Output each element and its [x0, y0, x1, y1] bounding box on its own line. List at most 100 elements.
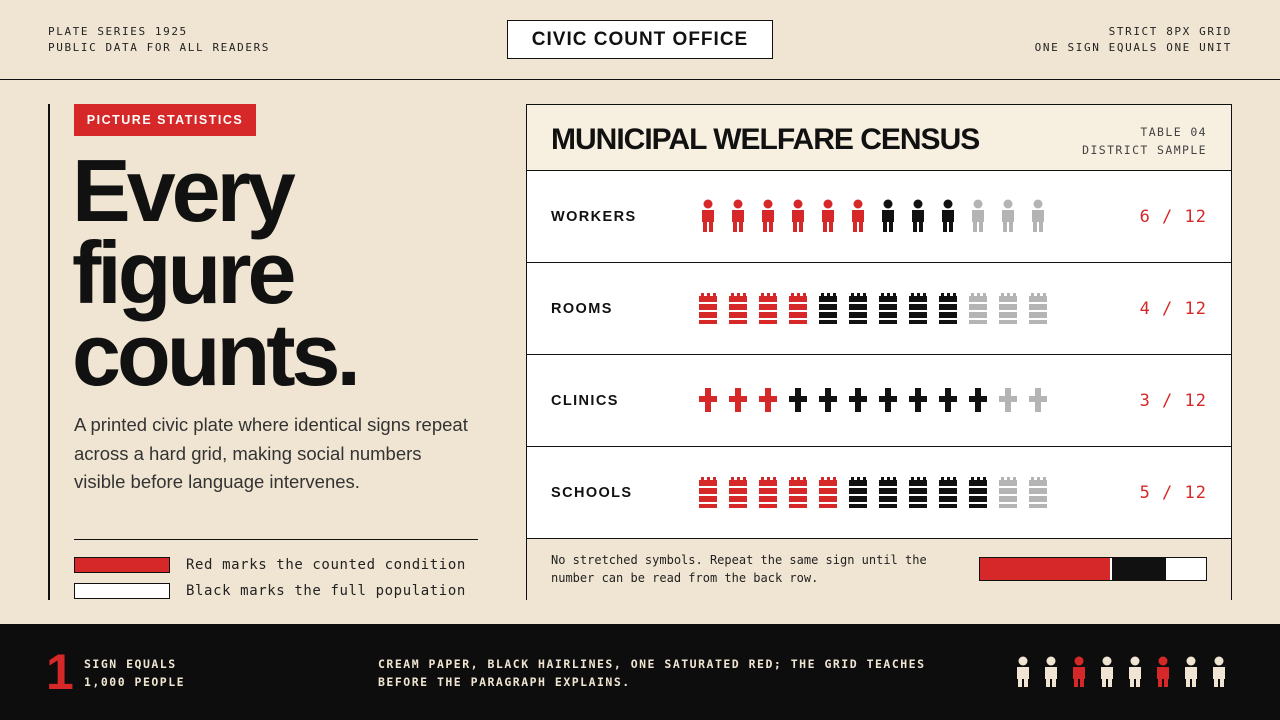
sign-part [879, 312, 897, 318]
sign-part [859, 221, 863, 232]
sign-part [1029, 496, 1047, 502]
sign-part [733, 221, 737, 232]
sign-part [887, 477, 890, 481]
sign-part [999, 496, 1017, 502]
sign [819, 477, 837, 508]
sign-part [969, 296, 987, 302]
sign-part [939, 320, 957, 324]
sign-part [973, 199, 983, 209]
sign-part [879, 504, 897, 508]
sign [822, 199, 834, 232]
sign-part [729, 504, 747, 508]
sign-part [909, 488, 927, 494]
sign [1029, 293, 1047, 324]
sign-part [1029, 304, 1047, 310]
table-footer: No stretched symbols. Repeat the same si… [527, 539, 1231, 600]
sign-part [1007, 293, 1010, 297]
sign-part [793, 221, 797, 232]
sign-part [923, 477, 926, 481]
sign [999, 477, 1017, 508]
sign [729, 293, 747, 324]
sign-part [702, 210, 714, 222]
sign-part [969, 480, 987, 486]
sign-part [881, 477, 884, 481]
sign-part [763, 221, 767, 232]
sign-part [909, 296, 927, 302]
sign [909, 388, 927, 412]
sign-part [729, 312, 747, 318]
sign-part [819, 504, 837, 508]
sign-part [1001, 477, 1004, 481]
sign [1032, 199, 1044, 232]
sign-part [969, 496, 987, 502]
sign [699, 388, 717, 412]
sign-part [713, 477, 716, 481]
sign [759, 477, 777, 508]
sign-part [791, 293, 794, 297]
sign-part [699, 320, 717, 324]
row-value: 5 / 12 [1139, 483, 1207, 503]
sign-part [912, 210, 924, 222]
sign [789, 388, 807, 412]
sign-part [913, 221, 917, 232]
sign-part [729, 480, 747, 486]
sign-part [759, 504, 777, 508]
sign-part [1037, 477, 1040, 481]
sign-part [977, 293, 980, 297]
sign-part [829, 221, 833, 232]
sign-part [953, 293, 956, 297]
sign-part [803, 293, 806, 297]
sign-part [999, 480, 1017, 486]
sign [792, 199, 804, 232]
sign-part [821, 477, 824, 481]
sign-part [943, 221, 947, 232]
sign-part [773, 477, 776, 481]
sign [939, 388, 957, 412]
sign [1029, 388, 1047, 412]
sign-part [759, 312, 777, 318]
sign-part [707, 477, 710, 481]
sign-part [799, 221, 803, 232]
sign-part [759, 320, 777, 324]
sign-part [821, 293, 824, 297]
legend-text: Red marks the counted condition [186, 557, 466, 573]
sign-part [879, 320, 897, 324]
sign-part [849, 504, 867, 508]
sign-part [849, 396, 867, 402]
sign-part [969, 320, 987, 324]
sign-row [699, 388, 1047, 412]
sign-part [797, 293, 800, 297]
tag: PICTURE STATISTICS [74, 104, 256, 136]
sign [762, 199, 774, 232]
sign-part [999, 320, 1017, 324]
sign-part [887, 293, 890, 297]
sign-part [941, 477, 944, 481]
sign [879, 477, 897, 508]
sign-part [909, 320, 927, 324]
sign-part [917, 477, 920, 481]
sign-part [939, 296, 957, 302]
sign-part [699, 396, 717, 402]
sign-part [1037, 293, 1040, 297]
sign-part [939, 496, 957, 502]
bar-segment [1112, 558, 1166, 580]
paragraph: A printed civic plate where identical si… [74, 414, 468, 492]
footer-number: 1 [46, 644, 74, 700]
footer-caption: CREAM PAPER, BLACK HAIRLINES, ONE SATURA… [378, 655, 926, 691]
sign-part [999, 396, 1017, 402]
sign-part [939, 480, 957, 486]
sign-part [699, 480, 717, 486]
site-title: CIVIC COUNT OFFICE [507, 20, 773, 59]
sign-part [699, 312, 717, 318]
row-value: 3 / 12 [1139, 391, 1207, 411]
sign-part [789, 320, 807, 324]
sign [969, 388, 987, 412]
sign-part [943, 199, 953, 209]
row-label: WORKERS [551, 209, 637, 225]
sign-part [911, 293, 914, 297]
sign-part [939, 312, 957, 318]
sign-part [823, 221, 827, 232]
sign-part [827, 293, 830, 297]
sign-row [699, 477, 1047, 508]
sign-part [759, 488, 777, 494]
